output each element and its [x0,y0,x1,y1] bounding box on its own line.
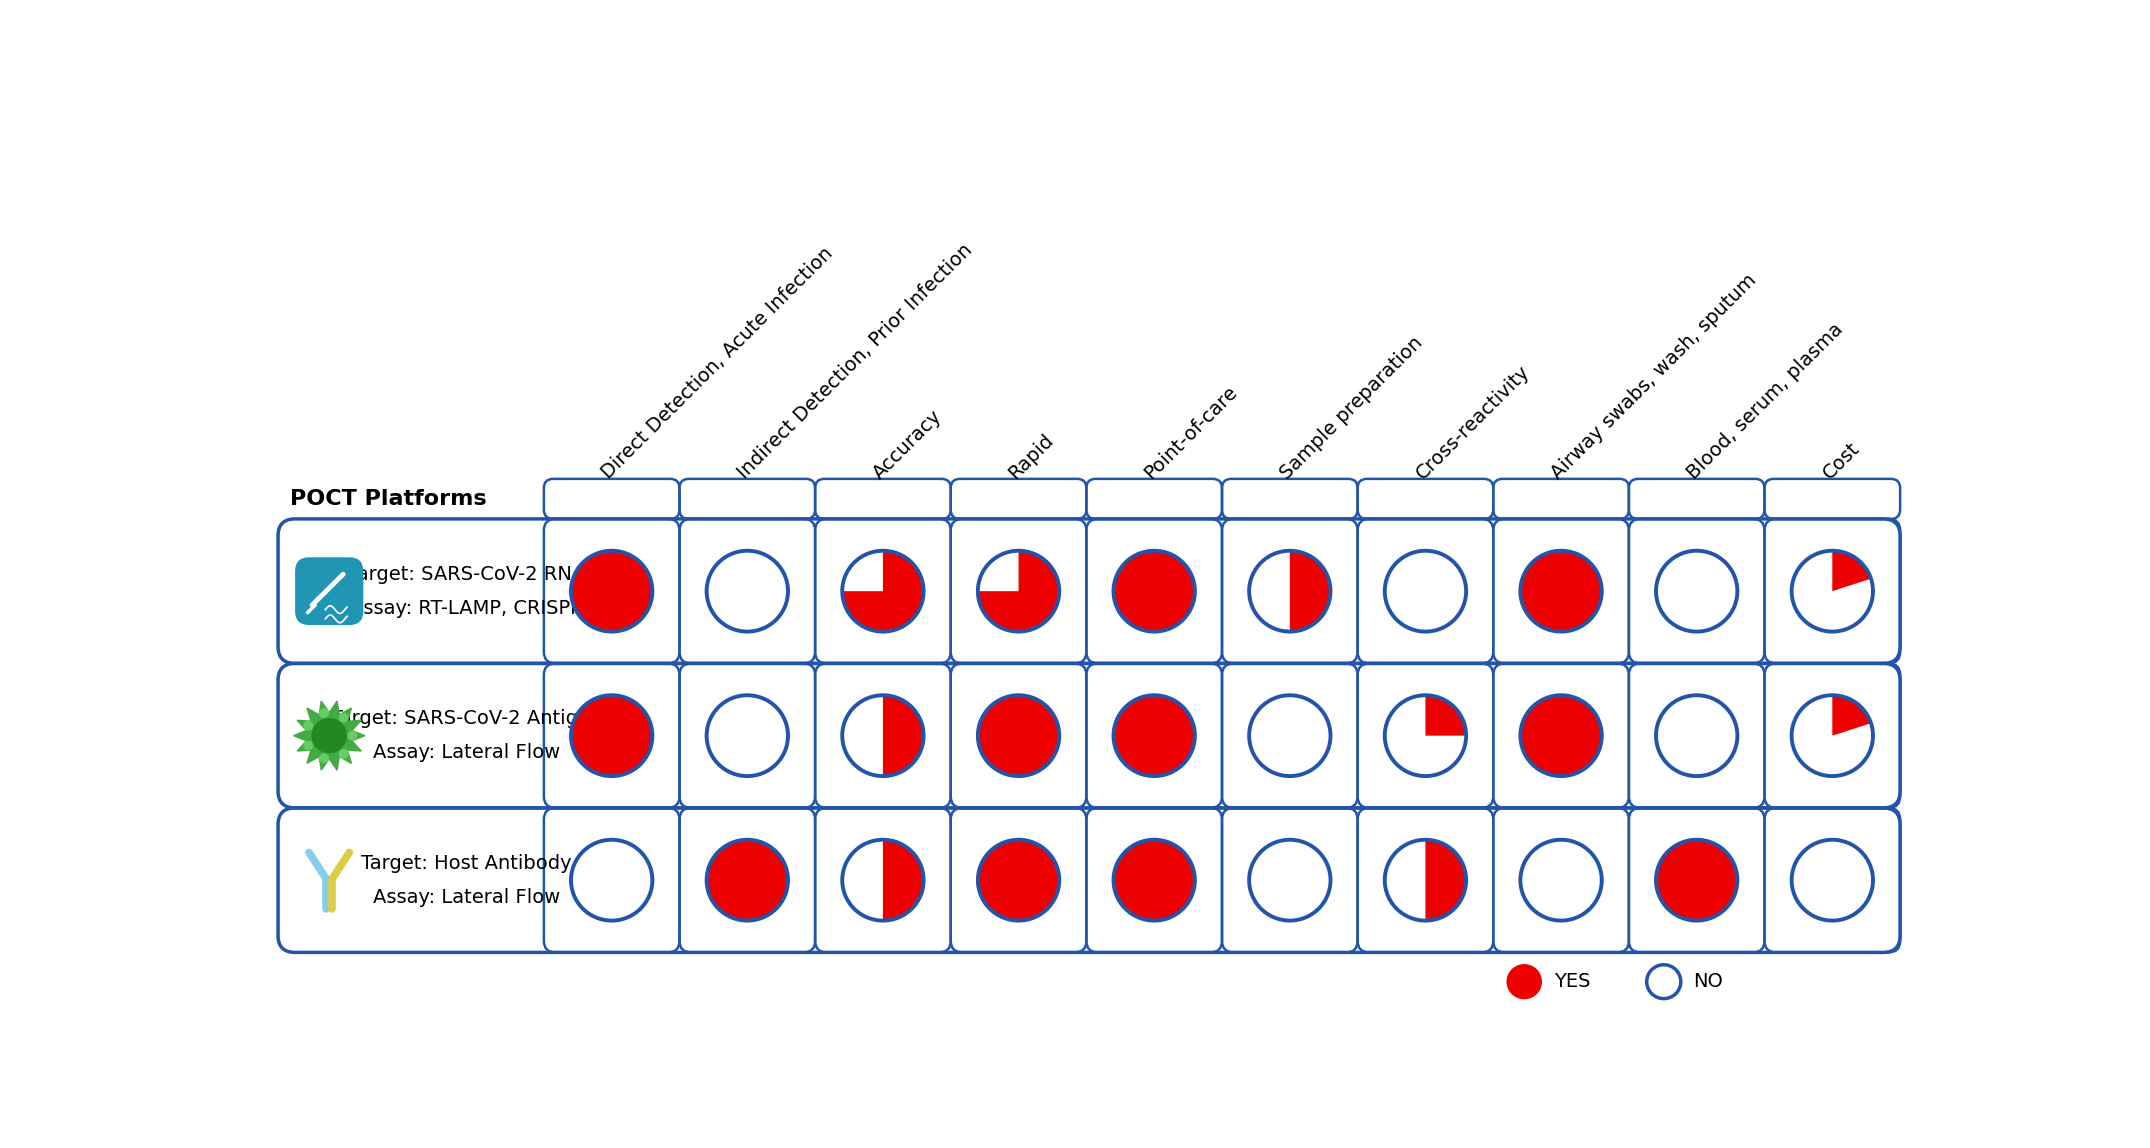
Circle shape [1791,839,1873,921]
Circle shape [1656,551,1737,631]
Text: Indirect Detection, Prior Infection: Indirect Detection, Prior Infection [733,241,976,482]
Text: NO: NO [1694,972,1722,991]
Circle shape [1114,551,1195,631]
Text: YES: YES [1554,972,1591,991]
Wedge shape [1425,696,1466,736]
Text: Direct Detection, Acute Infection: Direct Detection, Acute Infection [598,245,836,482]
Text: Cost: Cost [1819,439,1864,482]
Text: Assay: Lateral Flow: Assay: Lateral Flow [372,743,559,762]
Circle shape [978,551,1060,631]
Circle shape [348,731,357,740]
Circle shape [1656,839,1737,921]
Circle shape [1249,551,1331,631]
Text: Airway swabs, wash, sputum: Airway swabs, wash, sputum [1548,270,1761,482]
Circle shape [1249,839,1331,921]
Circle shape [340,750,348,758]
Circle shape [572,696,651,776]
Wedge shape [1832,551,1870,591]
Circle shape [1520,551,1602,631]
Circle shape [1791,551,1873,631]
Circle shape [707,839,789,921]
Circle shape [1114,696,1195,776]
Text: Target: Host Antibody: Target: Host Antibody [361,854,572,872]
Circle shape [707,551,789,631]
Text: Target: SARS-CoV-2 RNA: Target: SARS-CoV-2 RNA [348,565,585,583]
Circle shape [1385,696,1466,776]
Circle shape [707,839,789,921]
Circle shape [707,696,789,776]
Circle shape [1114,839,1195,921]
Text: POCT Platforms: POCT Platforms [290,489,488,509]
Wedge shape [978,551,1060,631]
Wedge shape [1425,839,1466,921]
Circle shape [1114,839,1195,921]
Circle shape [978,839,1060,921]
Text: Assay: Lateral Flow: Assay: Lateral Flow [372,887,559,907]
Circle shape [843,839,924,921]
Circle shape [572,696,651,776]
Circle shape [978,839,1060,921]
Circle shape [1656,839,1737,921]
Text: Rapid: Rapid [1006,430,1058,482]
Circle shape [1520,551,1602,631]
Circle shape [1114,551,1195,631]
Wedge shape [884,696,924,776]
Circle shape [312,719,346,753]
Text: Blood, serum, plasma: Blood, serum, plasma [1683,319,1847,482]
Circle shape [1656,696,1737,776]
Text: Assay: RT-LAMP, CRISPR: Assay: RT-LAMP, CRISPR [350,598,583,618]
Circle shape [978,696,1060,776]
Circle shape [843,551,924,631]
FancyBboxPatch shape [295,557,363,625]
Circle shape [1385,839,1466,921]
Circle shape [340,713,348,722]
Circle shape [303,721,312,730]
Circle shape [1114,696,1195,776]
Circle shape [572,551,651,631]
Circle shape [843,696,924,776]
Circle shape [320,754,329,762]
Wedge shape [843,551,924,631]
Wedge shape [1290,551,1331,631]
Text: Accuracy: Accuracy [869,406,946,482]
Circle shape [1520,839,1602,921]
Text: Target: SARS-CoV-2 Antigen: Target: SARS-CoV-2 Antigen [331,709,602,728]
Circle shape [1791,696,1873,776]
Circle shape [1520,696,1602,776]
Circle shape [1385,551,1466,631]
Wedge shape [1832,696,1870,736]
Text: Cross-reactivity: Cross-reactivity [1413,362,1533,482]
Wedge shape [884,839,924,921]
Circle shape [1249,696,1331,776]
Polygon shape [295,701,366,770]
Circle shape [320,709,329,718]
Circle shape [572,839,651,921]
Circle shape [978,696,1060,776]
Text: Sample preparation: Sample preparation [1277,333,1425,482]
Circle shape [1507,964,1542,999]
Text: Point-of-care: Point-of-care [1142,382,1241,482]
Circle shape [1520,696,1602,776]
Circle shape [303,742,312,750]
Circle shape [572,551,651,631]
